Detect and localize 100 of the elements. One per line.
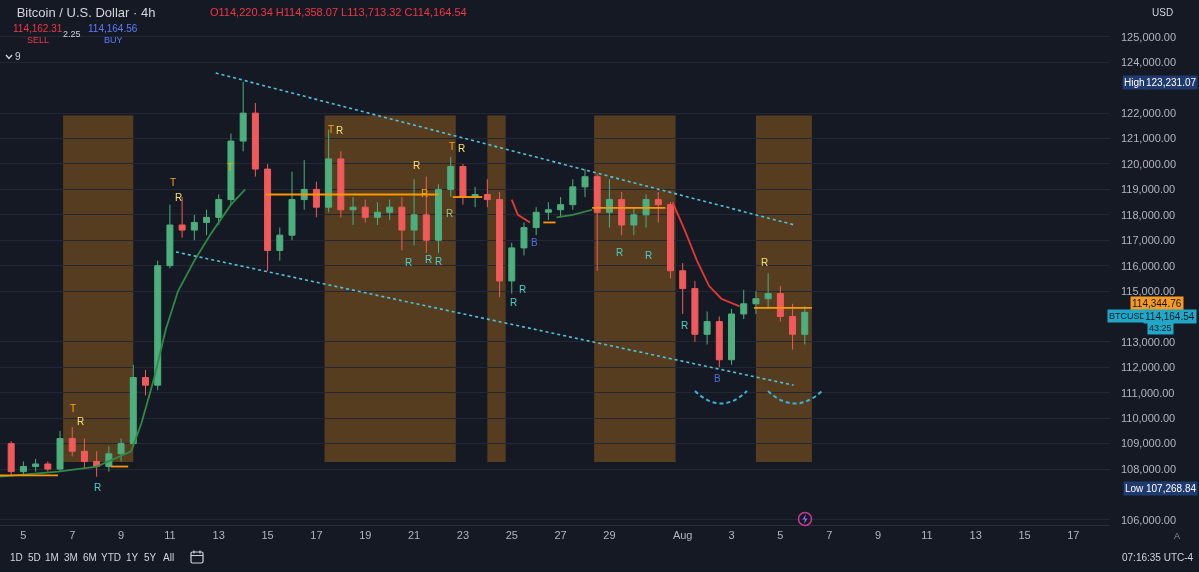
x-tick-label: 19	[359, 529, 372, 542]
x-tick-label: 17	[310, 529, 323, 542]
candlestick	[642, 193, 650, 229]
annotation: 114,164.56	[88, 23, 138, 34]
text: 07:16:35 UTC-4	[1122, 552, 1194, 563]
candlestick	[361, 199, 369, 223]
candlestick	[288, 171, 296, 241]
candlestick	[679, 262, 687, 315]
y-tick-label: 111,000.00	[1121, 386, 1175, 399]
y-tick-label: 125,000.00	[1121, 30, 1177, 43]
candlestick	[117, 438, 125, 462]
text: Low	[1125, 483, 1145, 494]
annotation: R	[761, 257, 769, 268]
text: 114,164.54	[1145, 311, 1195, 322]
y-tick-label: 117,000.00	[1121, 234, 1176, 247]
candlestick	[44, 460, 52, 473]
candlestick	[203, 209, 211, 236]
annotation: T	[70, 403, 77, 414]
candlestick	[740, 289, 748, 320]
candlestick	[654, 191, 662, 223]
candlestick	[776, 285, 784, 323]
y-tick-label: 119,000.00	[1121, 183, 1176, 196]
annotation: BUY	[104, 35, 123, 45]
candlestick	[593, 173, 601, 272]
y-tick-label: 110,000.00	[1121, 412, 1176, 425]
candlestick	[581, 168, 589, 198]
annotation: R	[616, 247, 624, 258]
x-tick-label: 5	[777, 529, 784, 542]
candlestick	[496, 191, 504, 298]
y-tick-label: 121,000.00	[1121, 132, 1177, 145]
annotation: SELL	[27, 35, 50, 45]
annotation: 114,162.31	[13, 23, 63, 34]
candlestick	[129, 364, 137, 447]
y-tick-label: 115,000.00	[1121, 284, 1176, 297]
annotation: R	[94, 482, 102, 493]
annotation: B	[531, 237, 538, 248]
text: A	[1174, 531, 1181, 541]
annotation: R	[336, 125, 344, 136]
candlestick	[142, 369, 149, 396]
annotation: B	[714, 373, 721, 384]
y-tick-label: 108,000.00	[1121, 462, 1177, 475]
text: 3M	[64, 552, 78, 563]
x-tick-label: 13	[969, 529, 982, 542]
annotation: R	[435, 256, 443, 267]
annotation: R	[645, 250, 653, 261]
candlestick	[691, 280, 699, 343]
x-tick-label: 11	[921, 529, 933, 542]
candlestick	[728, 308, 736, 366]
candlestick	[264, 163, 272, 272]
y-tick-label: 118,000.00	[1121, 208, 1176, 221]
x-tick-label: 21	[407, 529, 421, 542]
candlestick	[166, 204, 174, 269]
candlestick	[349, 196, 357, 226]
candlestick	[239, 81, 247, 152]
candlestick	[410, 178, 418, 246]
candlestick	[32, 458, 40, 473]
text: YTD	[101, 552, 121, 563]
candlestick	[7, 440, 15, 478]
candlestick	[459, 163, 467, 206]
y-tick-label: 106,000.00	[1121, 513, 1177, 526]
text: 123,231.07	[1146, 77, 1197, 88]
candlestick	[557, 196, 565, 218]
text: 5D	[28, 552, 41, 563]
candlestick	[386, 199, 394, 221]
x-tick-label: 5	[20, 529, 27, 542]
x-tick-label: 25	[505, 529, 518, 542]
candlestick	[251, 102, 259, 178]
y-tick-label: 122,000.00	[1121, 106, 1177, 119]
candlestick	[630, 206, 638, 236]
annotation: R	[519, 284, 527, 295]
annotation: R	[77, 416, 85, 427]
text: 1M	[45, 552, 59, 563]
x-tick-label: 15	[1018, 529, 1031, 542]
candlestick	[569, 178, 577, 211]
candlestick	[447, 156, 455, 198]
candlestick	[618, 191, 626, 236]
candlestick	[605, 178, 613, 229]
text: 6M	[83, 552, 97, 563]
candlestick	[422, 176, 430, 254]
annotation: R	[421, 188, 429, 199]
candlestick	[703, 310, 711, 345]
annotation: R	[425, 254, 433, 265]
candlestick	[227, 132, 235, 206]
candlestick	[300, 159, 308, 211]
annotation: 2.25	[63, 29, 81, 39]
candlestick	[190, 214, 198, 241]
x-tick-label: 7	[826, 529, 833, 542]
candlestick	[19, 460, 27, 475]
y-tick-label: 112,000.00	[1121, 361, 1176, 374]
candlestick	[276, 227, 284, 262]
candlestick	[666, 201, 674, 279]
candlestick	[56, 430, 64, 473]
candlestick	[435, 183, 442, 254]
text: All	[163, 552, 175, 563]
text: 107,268.84	[1146, 483, 1197, 494]
x-tick-label: 29	[603, 529, 616, 542]
candlestick	[789, 303, 797, 351]
annotation: T	[449, 141, 456, 152]
annotation: R	[405, 257, 413, 268]
x-tick-label: 9	[874, 529, 882, 542]
